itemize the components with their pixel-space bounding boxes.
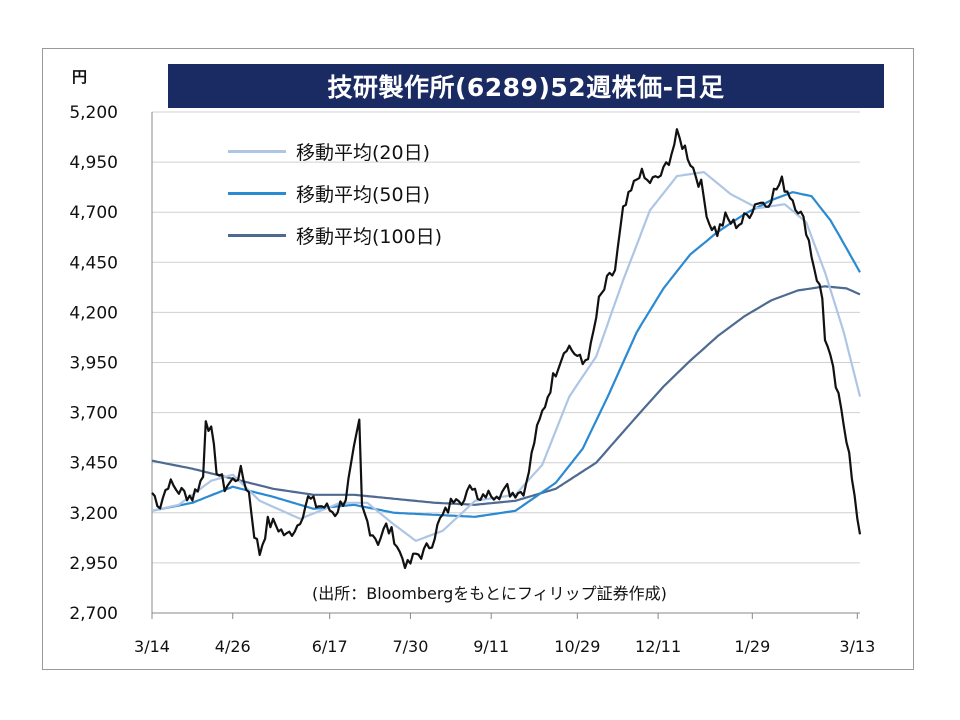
y-tick-label: 2,700	[69, 604, 118, 624]
ma50-line	[151, 191, 861, 518]
legend-swatch-ma100	[228, 233, 286, 237]
y-tick-label: 4,450	[69, 253, 118, 273]
x-tick-label: 3/14	[134, 637, 170, 656]
x-tick-label: 7/30	[392, 637, 428, 656]
x-tick-label: 12/11	[635, 637, 681, 656]
ma20-line	[151, 171, 862, 542]
y-tick-label: 4,200	[69, 303, 118, 323]
legend-item-ma100: 移動平均(100日)	[228, 214, 442, 256]
y-tick-label: 3,450	[69, 454, 118, 474]
y-tick-label: 3,200	[69, 504, 118, 524]
legend-item-ma20: 移動平均(20日)	[228, 130, 442, 172]
legend-swatch-ma20	[228, 149, 286, 153]
ma100-line	[151, 285, 861, 506]
y-tick-label: 4,700	[69, 203, 118, 223]
x-tick-label: 9/11	[473, 637, 509, 656]
legend-label-ma20: 移動平均(20日)	[296, 141, 431, 164]
chart-title: 技研製作所(6289)52週株価-日足	[168, 64, 884, 108]
chart-frame	[42, 48, 914, 670]
y-tick-label: 3,700	[69, 404, 118, 424]
y-tick-label: 4,950	[69, 153, 118, 173]
price-line	[151, 128, 862, 570]
chart-legend: 移動平均(20日) 移動平均(50日) 移動平均(100日)	[228, 130, 442, 256]
y-tick-label: 3,950	[69, 354, 118, 374]
y-axis-unit-label: 円	[72, 68, 88, 86]
y-tick-label: 5,200	[69, 103, 118, 123]
x-tick-label: 10/29	[554, 637, 600, 656]
legend-label-ma50: 移動平均(50日)	[296, 183, 431, 206]
x-tick-label: 1/29	[734, 637, 770, 656]
x-tick-label: 3/13	[839, 637, 875, 656]
y-tick-label: 2,950	[69, 554, 118, 574]
legend-item-ma50: 移動平均(50日)	[228, 172, 442, 214]
x-tick-label: 4/26	[215, 637, 251, 656]
source-note: (出所：Bloombergをもとにフィリップ証券作成)	[312, 584, 667, 603]
legend-label-ma100: 移動平均(100日)	[296, 225, 443, 248]
legend-swatch-ma50	[228, 191, 286, 195]
x-tick-label: 6/17	[312, 637, 348, 656]
